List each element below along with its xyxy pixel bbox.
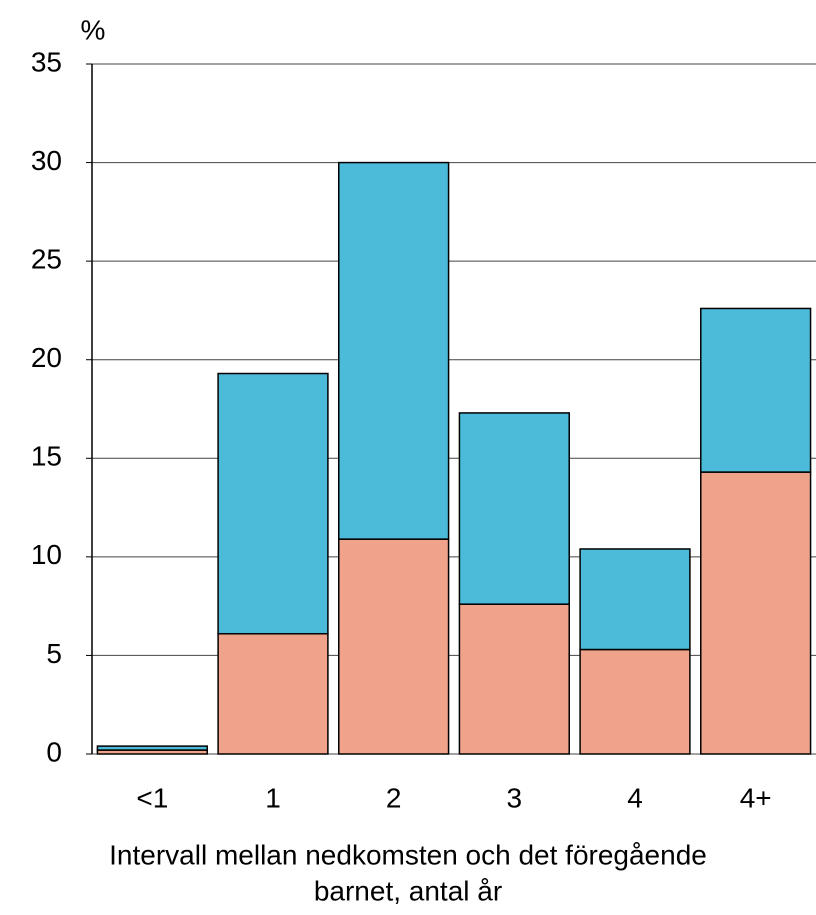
bar-segment xyxy=(96,745,208,751)
bar-segment xyxy=(700,471,812,755)
y-tick-label: 15 xyxy=(31,441,62,472)
y-tick-label: 25 xyxy=(31,244,62,275)
y-tick-label: 30 xyxy=(31,145,62,176)
bar-segment xyxy=(458,412,570,605)
x-tick-label: <1 xyxy=(136,782,168,813)
bar-segment xyxy=(217,632,329,755)
y-axis-label: % xyxy=(81,14,106,45)
x-tick-label: 4+ xyxy=(740,782,772,813)
y-tick-label: 0 xyxy=(46,736,62,767)
x-axis-title: Intervall mellan nedkomsten och det före… xyxy=(109,839,707,870)
bar-segment xyxy=(338,161,450,540)
x-tick-label: 3 xyxy=(507,782,523,813)
y-tick-label: 20 xyxy=(31,342,62,373)
bar-segment xyxy=(217,372,329,635)
y-tick-label: 10 xyxy=(31,539,62,570)
x-tick-label: 4 xyxy=(627,782,643,813)
x-tick-label: 2 xyxy=(386,782,402,813)
x-axis-title: barnet, antal år xyxy=(314,875,502,906)
x-tick-label: 1 xyxy=(265,782,281,813)
bar-segment xyxy=(579,648,691,755)
bar-segment xyxy=(338,538,450,755)
y-tick-label: 35 xyxy=(31,46,62,77)
y-tick-label: 5 xyxy=(46,638,62,669)
bar-segment xyxy=(579,548,691,651)
bar-segment xyxy=(458,603,570,755)
bar-segment xyxy=(700,307,812,473)
